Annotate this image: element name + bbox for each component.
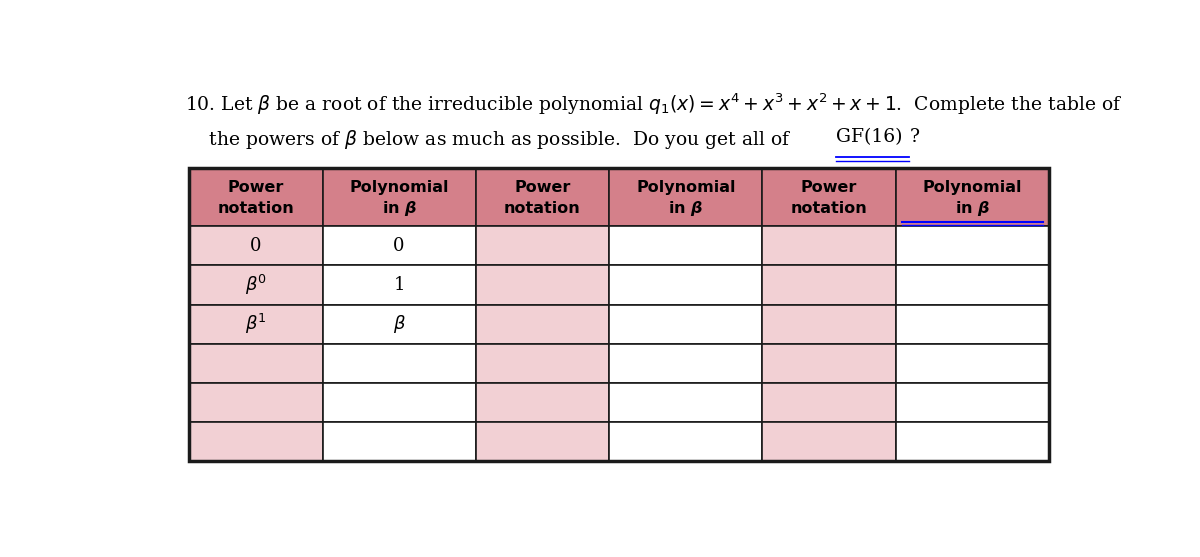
Text: in $\boldsymbol{\beta}$: in $\boldsymbol{\beta}$ xyxy=(955,199,990,218)
Bar xyxy=(475,344,610,383)
Bar xyxy=(475,305,610,344)
Text: notation: notation xyxy=(217,201,294,216)
Text: $\beta^1$: $\beta^1$ xyxy=(245,312,266,336)
Bar xyxy=(762,383,896,422)
Bar xyxy=(610,168,762,226)
Text: Polynomial: Polynomial xyxy=(349,180,449,195)
Bar xyxy=(762,344,896,383)
Bar xyxy=(188,226,323,265)
Bar xyxy=(762,168,896,226)
Bar xyxy=(610,422,762,461)
Bar xyxy=(762,305,896,344)
Bar xyxy=(762,226,896,265)
Bar xyxy=(896,305,1049,344)
Text: in $\boldsymbol{\beta}$: in $\boldsymbol{\beta}$ xyxy=(668,199,703,218)
Bar xyxy=(896,226,1049,265)
Text: Power: Power xyxy=(228,180,284,195)
Bar xyxy=(475,383,610,422)
Text: in $\boldsymbol{\beta}$: in $\boldsymbol{\beta}$ xyxy=(382,199,416,218)
Bar xyxy=(610,305,762,344)
Bar xyxy=(896,168,1049,226)
Bar xyxy=(188,344,323,383)
Text: 1: 1 xyxy=(394,276,404,294)
Text: $\beta^0$: $\beta^0$ xyxy=(245,273,266,297)
Bar xyxy=(610,383,762,422)
Bar xyxy=(323,226,475,265)
Bar xyxy=(475,265,610,305)
Bar xyxy=(896,344,1049,383)
Bar xyxy=(610,226,762,265)
Bar xyxy=(762,265,896,305)
Text: GF(16): GF(16) xyxy=(836,129,902,146)
Text: Power: Power xyxy=(800,180,857,195)
Bar xyxy=(323,168,475,226)
Text: Power: Power xyxy=(515,180,570,195)
Bar xyxy=(188,422,323,461)
Text: 0: 0 xyxy=(394,237,404,255)
Bar xyxy=(610,344,762,383)
Bar xyxy=(475,168,610,226)
Text: ?: ? xyxy=(910,129,919,146)
Text: notation: notation xyxy=(791,201,868,216)
Bar xyxy=(762,422,896,461)
Bar xyxy=(188,168,323,226)
Bar xyxy=(323,265,475,305)
Text: 10. Let $\beta$ be a root of the irreducible polynomial $q_1(x) = x^4 + x^3 + x^: 10. Let $\beta$ be a root of the irreduc… xyxy=(185,91,1122,117)
Bar xyxy=(896,383,1049,422)
Text: Polynomial: Polynomial xyxy=(636,180,736,195)
Bar xyxy=(475,226,610,265)
Text: the powers of $\beta$ below as much as possible.  Do you get all of: the powers of $\beta$ below as much as p… xyxy=(185,129,792,152)
Text: notation: notation xyxy=(504,201,581,216)
Bar xyxy=(188,168,1049,461)
Bar xyxy=(323,422,475,461)
Bar xyxy=(323,383,475,422)
Bar xyxy=(188,383,323,422)
Bar xyxy=(188,305,323,344)
Bar xyxy=(323,344,475,383)
Bar xyxy=(896,422,1049,461)
Text: Polynomial: Polynomial xyxy=(923,180,1022,195)
Bar xyxy=(475,422,610,461)
Bar xyxy=(323,305,475,344)
Bar xyxy=(896,265,1049,305)
Text: $\beta$: $\beta$ xyxy=(392,313,406,335)
Text: 0: 0 xyxy=(250,237,262,255)
Bar xyxy=(610,265,762,305)
Bar xyxy=(188,265,323,305)
